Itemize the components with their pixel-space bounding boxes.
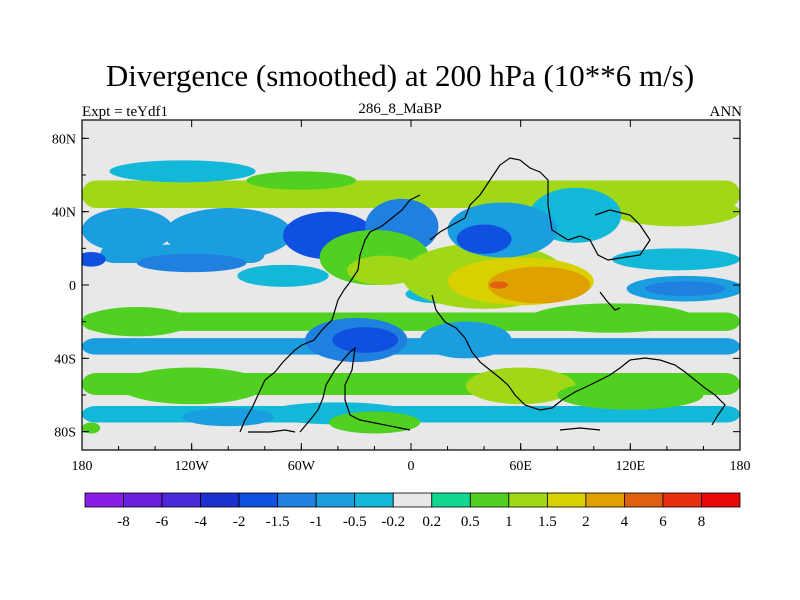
- colorbar-label-14: 6: [659, 514, 667, 530]
- colorbar-label-8: 0.2: [422, 514, 441, 530]
- region-28: [456, 224, 512, 254]
- region-34: [465, 367, 576, 405]
- region-3: [82, 338, 740, 355]
- region-32: [332, 327, 399, 353]
- colorbar-label-0: -8: [117, 514, 130, 530]
- region-36: [557, 380, 704, 410]
- region-12: [136, 253, 247, 273]
- colorbar-swatch-8: [392, 492, 433, 508]
- y-tick-label-1: 40N: [52, 206, 76, 221]
- x-tick-label-5: 120E: [616, 459, 646, 474]
- continent-outlines: [239, 157, 726, 433]
- colorbar-swatch-6: [315, 492, 356, 508]
- colorbar-swatch-7: [354, 492, 394, 508]
- colorbar-swatch-4: [238, 492, 279, 508]
- x-axis: 180 120W 60W 0 60E 120E 180: [72, 120, 751, 474]
- colorbar-swatch-12: [546, 492, 587, 508]
- region-20: [487, 266, 591, 304]
- y-tick-label-4: 80S: [54, 426, 76, 441]
- colorbar-label-13: 4: [621, 514, 629, 530]
- colorbar-label-11: 1.5: [538, 514, 557, 530]
- x-tick-label-4: 60E: [509, 459, 532, 474]
- colorbar-label-5: -1: [310, 514, 323, 530]
- colorbar-label-3: -2: [233, 514, 246, 530]
- colorbar-label-15: 8: [698, 514, 706, 530]
- region-23: [644, 281, 726, 296]
- y-tick-label-3: 40S: [54, 352, 76, 367]
- colorbar-label-7: -0.2: [381, 514, 405, 530]
- colorbar-swatch-15: [662, 492, 702, 508]
- colorbar-swatch-1: [123, 492, 163, 508]
- region-7: [246, 171, 357, 190]
- colorbar-swatch-13: [585, 492, 625, 508]
- x-tick-label-2: 60W: [288, 459, 316, 474]
- colorbar-label-2: -4: [194, 514, 207, 530]
- colorbar-label-10: 1: [505, 514, 513, 530]
- x-tick-label-1: 120W: [175, 459, 210, 474]
- colorbar-swatch-2: [161, 492, 201, 508]
- region-17: [347, 255, 421, 285]
- region-29: [529, 303, 695, 333]
- region-9: [164, 208, 293, 260]
- region-14: [82, 252, 106, 267]
- region-38: [182, 407, 274, 427]
- colorbar-swatch-14: [624, 492, 664, 508]
- colorbar-label-1: -6: [156, 514, 169, 530]
- y-tick-label-2: 0: [69, 279, 76, 294]
- colorbar-swatch-10: [469, 492, 510, 508]
- colorbar-swatch-5: [277, 492, 317, 508]
- y-axis: 80N 40N 0 40S 80S: [52, 132, 740, 441]
- x-tick-label-6: 180: [730, 459, 751, 474]
- colorbar-label-6: -0.5: [343, 514, 367, 530]
- experiment-label: Expt = teYdf1: [82, 104, 168, 120]
- region-6: [109, 160, 256, 183]
- region-25: [612, 197, 740, 227]
- colorbar: -8 -6 -4 -2 -1.5 -1 -0.5 -0.2 0.2 0.5 1 1.5 2 4 6 8: [84, 492, 741, 530]
- region-35: [118, 367, 265, 405]
- season-label: ANN: [709, 104, 743, 120]
- colorbar-swatch-0: [84, 492, 124, 508]
- colorbar-label-12: 2: [582, 514, 590, 530]
- region-8: [82, 208, 174, 252]
- colorbar-swatch-16: [701, 492, 741, 508]
- region-40: [82, 422, 101, 434]
- divergence-field: [82, 160, 740, 434]
- colorbar-swatch-3: [200, 492, 240, 508]
- region-13: [237, 264, 329, 287]
- colorbar-label-9: 0.5: [461, 514, 480, 530]
- x-tick-label-0: 180: [72, 459, 93, 474]
- region-24: [612, 248, 740, 271]
- chart-title: Divergence (smoothed) at 200 hPa (10**6 …: [105, 58, 695, 93]
- colorbar-swatch-11: [508, 492, 548, 508]
- y-tick-label-0: 80N: [52, 132, 76, 147]
- region-21: [489, 281, 508, 289]
- x-tick-label-3: 0: [408, 459, 415, 474]
- colorbar-swatch-9: [431, 492, 471, 508]
- case-label: 286_8_MaBP: [358, 101, 442, 117]
- colorbar-label-4: -1.5: [266, 514, 290, 530]
- region-30: [82, 307, 192, 337]
